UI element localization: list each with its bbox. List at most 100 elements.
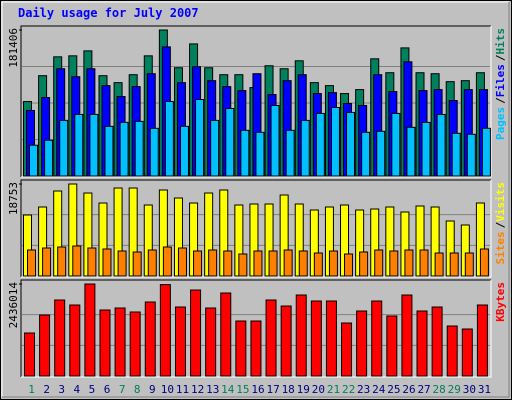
bar: [389, 250, 399, 277]
bar: [346, 111, 356, 177]
bar: [59, 119, 69, 177]
bar: [434, 252, 444, 277]
panel-bevel: [20, 179, 491, 277]
bar: [481, 127, 491, 177]
bar: [72, 245, 82, 277]
bar: [54, 299, 66, 377]
legend: Sites /Visits: [494, 182, 507, 265]
bar: [298, 250, 308, 277]
bar: [69, 304, 81, 377]
bar: [223, 250, 233, 277]
bar: [87, 247, 97, 277]
bar: [190, 289, 202, 377]
x-tick-label: 8: [134, 383, 141, 396]
x-tick-label: 26: [402, 383, 415, 396]
legend-entry: Visits: [494, 182, 507, 222]
x-tick-label: 17: [266, 383, 279, 396]
bar: [280, 305, 292, 377]
bar: [464, 252, 474, 277]
bar: [419, 249, 429, 277]
bar: [235, 320, 247, 377]
bar: [446, 325, 458, 377]
legend: KBytes: [494, 282, 507, 322]
bar: [119, 121, 129, 177]
x-tick-label: 15: [236, 383, 249, 396]
panel-bevel: [21, 180, 492, 278]
bar: [401, 294, 413, 377]
bar: [341, 322, 353, 377]
bar: [376, 130, 386, 177]
x-tick-label: 18: [282, 383, 295, 396]
bar: [205, 307, 217, 377]
bar: [374, 249, 384, 277]
bar: [270, 104, 280, 177]
bar: [193, 250, 203, 277]
bar: [132, 251, 142, 277]
legend-entry: Files: [494, 64, 507, 97]
bar: [220, 292, 232, 377]
bar: [84, 283, 96, 377]
legend-separator: /: [494, 97, 507, 104]
bar: [300, 119, 310, 177]
bar: [147, 249, 157, 277]
legend-separator: /: [494, 221, 507, 228]
x-tick-label: 16: [251, 383, 264, 396]
x-tick-label: 25: [387, 383, 400, 396]
bar: [102, 248, 112, 277]
bar: [39, 314, 51, 377]
bar: [315, 112, 325, 177]
bar: [99, 309, 111, 377]
bar: [330, 106, 340, 177]
x-tick-label: 13: [206, 383, 219, 396]
bar: [356, 310, 368, 377]
bar: [129, 311, 141, 377]
bar: [361, 131, 371, 177]
bar: [253, 250, 263, 277]
x-tick-label: 22: [342, 383, 355, 396]
bar: [359, 251, 369, 277]
bar: [404, 249, 414, 277]
x-tick-label: 31: [478, 383, 491, 396]
bar: [466, 133, 476, 177]
panel-bevel: [21, 280, 492, 378]
y-tick-label: 2436014: [7, 282, 20, 329]
x-tick-label: 21: [327, 383, 340, 396]
y-tick-label: 18753: [7, 182, 20, 215]
bar: [265, 299, 277, 377]
y-tick-label: 181406: [7, 28, 20, 68]
x-tick-label: 14: [221, 383, 235, 396]
bar: [451, 132, 461, 177]
bar: [44, 139, 54, 177]
bar: [325, 300, 337, 377]
x-tick-label: 7: [119, 383, 126, 396]
x-tick-label: 20: [312, 383, 325, 396]
bar: [149, 127, 159, 177]
bar: [57, 246, 67, 277]
bar: [295, 294, 307, 377]
x-tick-label: 27: [417, 383, 430, 396]
bar: [421, 121, 431, 177]
bar: [328, 250, 338, 277]
bar: [89, 113, 99, 177]
bar: [431, 306, 443, 377]
x-tick-label: 3: [58, 383, 65, 396]
panel-bevel: [21, 26, 492, 178]
bar: [255, 131, 265, 177]
x-tick-label: 19: [297, 383, 310, 396]
bar: [162, 246, 172, 277]
bar: [208, 249, 218, 277]
x-tick-label: 28: [433, 383, 446, 396]
bar: [268, 250, 278, 277]
legend: Pages/Files/Hits: [494, 28, 507, 140]
legend-entry: Sites: [494, 231, 507, 264]
bar: [27, 249, 36, 277]
bar: [210, 119, 220, 177]
bar: [461, 328, 473, 377]
bar: [174, 306, 186, 377]
bar: [310, 300, 322, 377]
x-tick-label: 30: [463, 383, 476, 396]
bar: [24, 332, 35, 377]
legend-entry: Hits: [494, 28, 507, 55]
